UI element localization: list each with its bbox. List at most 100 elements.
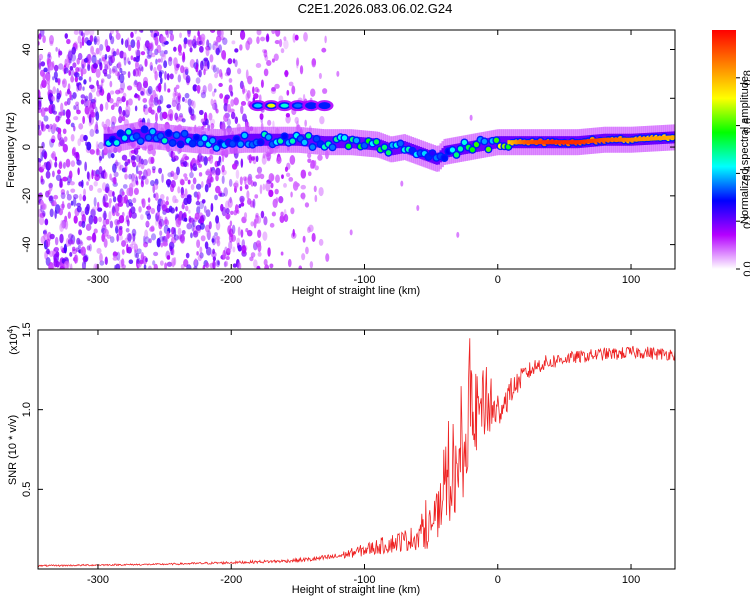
spectrogram-speckle xyxy=(294,116,299,124)
spectrogram-speckle xyxy=(101,121,105,128)
snr-x-tick-label: -200 xyxy=(220,574,242,586)
spectrogram-speckle xyxy=(71,46,76,55)
spectrogram-blob xyxy=(197,140,204,146)
snr-y-ticks: 0.5 1.0 1.5 xyxy=(21,322,675,497)
spectrogram-band-core xyxy=(565,140,568,145)
spectrogram-speckle xyxy=(112,251,119,256)
spectrogram-speckle xyxy=(113,176,117,185)
spectrogram-speckle xyxy=(118,234,124,241)
spectrogram-speckle xyxy=(233,97,239,106)
spectrogram-speckle xyxy=(206,168,211,174)
spectrogram-main-band xyxy=(103,121,675,172)
spectrogram-speckle xyxy=(153,183,159,191)
spectrogram-speckle xyxy=(159,260,164,266)
spectrogram-speckle xyxy=(62,143,68,153)
spectrogram-speckle xyxy=(159,230,163,237)
spectrogram-speckle xyxy=(230,111,236,120)
spectrogram-speckle xyxy=(173,87,177,93)
spectrogram-speckle xyxy=(260,79,264,89)
spectrogram-speckle xyxy=(195,64,199,73)
spectrogram-speckle xyxy=(56,92,61,100)
spectrogram-speckle xyxy=(260,36,266,42)
spectrogram-speckle xyxy=(104,256,108,265)
spectrogram-blob xyxy=(177,141,184,147)
spectrogram-speckle xyxy=(170,207,175,214)
spectrogram-band-core xyxy=(665,135,668,140)
spectrogram-speckle xyxy=(38,62,42,70)
spectrogram-band-core xyxy=(649,136,652,141)
spectrogram-speckle xyxy=(79,241,84,246)
spectrogram-speckle xyxy=(256,215,262,224)
spectrogram-speckle xyxy=(75,101,80,107)
spectrogram-speckle xyxy=(112,163,117,173)
spectrogram-speckle xyxy=(254,194,259,199)
spectrogram-speckle xyxy=(143,76,149,85)
spectrogram-speckle xyxy=(121,96,126,103)
spectrogram-speckle xyxy=(89,128,95,138)
spectrogram-speckle xyxy=(40,178,45,185)
spectrogram-band-core xyxy=(613,137,616,142)
spectrogram-speckle xyxy=(255,212,259,218)
colorbar-ticks: 0.0 0.2 0.4 0.6 0.8 xyxy=(736,70,750,277)
spectrogram-speckle xyxy=(270,182,274,189)
spectrogram-blob xyxy=(329,144,336,150)
spectrogram-speckle xyxy=(167,108,174,119)
spectrogram-speckle xyxy=(195,77,201,84)
spectrogram-blob xyxy=(449,147,456,153)
spectrogram-speckle xyxy=(239,176,243,186)
spectrogram-speckle xyxy=(123,56,127,66)
spectrogram-speckle xyxy=(214,232,218,237)
spectrogram-speckle xyxy=(244,184,249,190)
spectrogram-speckle xyxy=(144,229,149,240)
spectrogram-speckle xyxy=(49,123,53,130)
spectrogram-speckle xyxy=(147,43,153,50)
spectrogram-speckle xyxy=(167,172,173,178)
spectrogram-speckle xyxy=(283,214,289,223)
spectrogram-speckle xyxy=(119,67,123,74)
spectrogram-speckle xyxy=(44,218,49,226)
spectrogram-speckle xyxy=(176,166,180,176)
spectrogram-speckle xyxy=(77,239,83,245)
spectrogram-speckle xyxy=(119,109,123,118)
spectrogram-speckle xyxy=(158,167,163,174)
spectrogram-speckle xyxy=(325,253,330,262)
spectrogram-speckle xyxy=(124,173,128,180)
spectrogram-speckle xyxy=(98,216,103,223)
spectrogram-band-edge xyxy=(245,133,249,146)
spectrogram-speckle xyxy=(57,78,61,86)
spectrogram-band-core xyxy=(543,140,546,145)
spectrogram-speckle xyxy=(181,229,186,235)
spectrogram-band-edge xyxy=(143,129,147,142)
spectrogram-speckle xyxy=(214,72,219,79)
spectrogram-speckle xyxy=(118,87,124,94)
spectrogram-blob xyxy=(158,133,164,139)
spectrogram-band-core xyxy=(641,137,644,142)
spectrogram-speckle xyxy=(319,115,325,125)
spectrogram-speckle xyxy=(201,180,204,188)
spectrogram-band-edge xyxy=(181,132,185,145)
spectrogram-speckle xyxy=(274,83,280,89)
spectrogram-speckle xyxy=(228,178,233,187)
spectrogram-band-core xyxy=(607,137,610,142)
spectrogram-speckle xyxy=(135,49,141,57)
spectrogram-band-core xyxy=(547,140,550,145)
spectrogram-band-core xyxy=(587,139,590,144)
spectrogram-speckle xyxy=(150,225,155,232)
spectrogram-speckle xyxy=(186,194,192,199)
spectrogram-speckle xyxy=(116,48,120,56)
spectrogram-band-core xyxy=(643,137,646,142)
spectrogram-band-core xyxy=(573,140,576,145)
spectrogram-speckle xyxy=(50,138,55,143)
spectrogram-band-edge xyxy=(247,133,251,146)
spectrogram-speckle xyxy=(109,236,115,244)
spectrogram-speckle xyxy=(40,107,46,118)
spectrogram-speckle xyxy=(45,161,51,171)
spectrogram-speckle xyxy=(263,216,268,226)
spectrogram-speckle xyxy=(103,193,108,203)
spectrogram-speckle xyxy=(118,225,123,230)
spectrogram-band-edge xyxy=(141,129,145,142)
spectrogram-blob xyxy=(429,150,436,156)
spectrogram-speckle xyxy=(98,46,102,56)
spectrogram-speckle xyxy=(140,162,145,170)
spectrogram-x-tick-label: -100 xyxy=(353,274,375,286)
